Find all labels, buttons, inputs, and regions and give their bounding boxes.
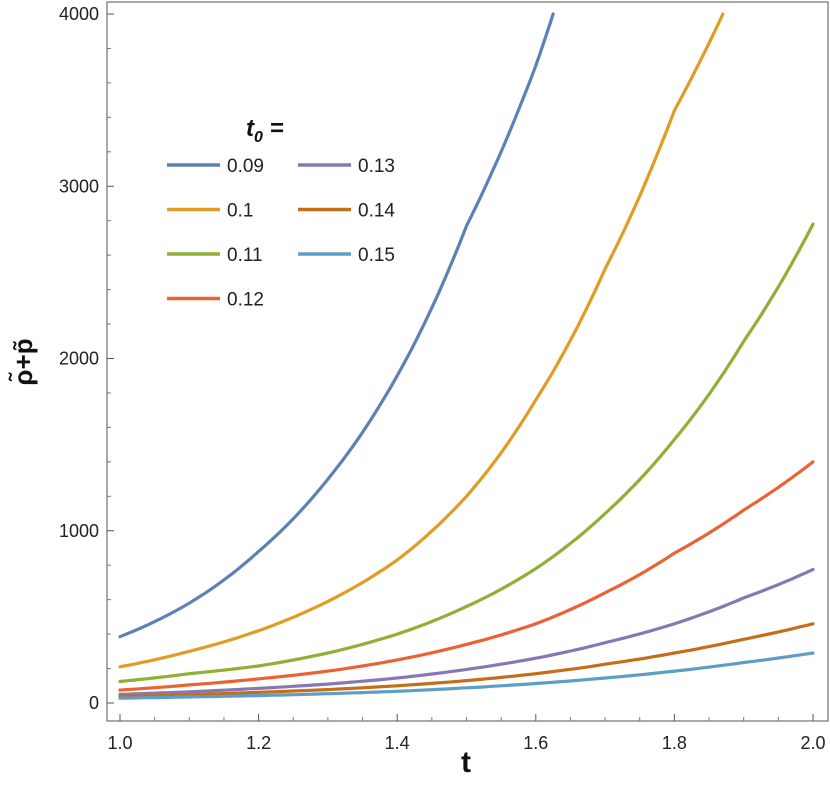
- x-tick-label: 2.0: [800, 733, 825, 753]
- x-axis-ticks: 1.0 1.2 1.4 1.6 1.8 2.0: [107, 714, 826, 753]
- legend-title-symbol: t: [246, 115, 255, 142]
- legend-items: 0.09 0.1 0.11 0.12 0.13 0.14 0.15: [167, 156, 395, 311]
- legend: t0 = 0.09 0.1 0.11 0.12 0.13 0.14 0.15: [167, 115, 395, 311]
- x-tick-label: 1.2: [246, 733, 271, 753]
- legend-label: 0.13: [358, 156, 395, 177]
- legend-label: 0.12: [227, 290, 264, 311]
- y-tick-label: 2000: [59, 349, 99, 369]
- series-line-0-1: [118, 12, 725, 669]
- y-tick-label: 4000: [59, 4, 99, 24]
- x-tick-label: 1.0: [107, 733, 132, 753]
- series-line-0-12: [118, 460, 815, 692]
- legend-label: 0.15: [358, 245, 395, 266]
- legend-label: 0.14: [358, 201, 395, 222]
- y-tick-label: 0: [89, 693, 99, 713]
- legend-label: 0.09: [227, 156, 264, 177]
- y-tick-label: 3000: [59, 176, 99, 196]
- series-line-0-11: [118, 222, 815, 684]
- y-axis-label: ρ̃+p̃: [8, 338, 38, 385]
- series-line-0-14: [118, 622, 815, 699]
- series-layer: [118, 12, 815, 700]
- series-line-0-13: [118, 567, 815, 696]
- x-tick-label: 1.4: [385, 733, 410, 753]
- plot-frame: [106, 1, 829, 722]
- legend-label: 0.1: [227, 201, 253, 222]
- legend-title-subscript: 0: [254, 129, 263, 146]
- y-tick-label: 1000: [59, 521, 99, 541]
- y-axis-ticks: 0 1000 2000 3000 4000: [59, 4, 114, 713]
- legend-title: t0 =: [246, 115, 284, 146]
- x-tick-label: 1.6: [523, 733, 548, 753]
- legend-title-suffix: =: [263, 115, 284, 142]
- series-line-0-09: [118, 12, 555, 639]
- series-line-0-15: [118, 651, 815, 700]
- x-tick-label: 1.8: [662, 733, 687, 753]
- legend-label: 0.11: [227, 245, 263, 266]
- x-axis-label: t: [461, 746, 471, 779]
- plot-border: [106, 1, 829, 722]
